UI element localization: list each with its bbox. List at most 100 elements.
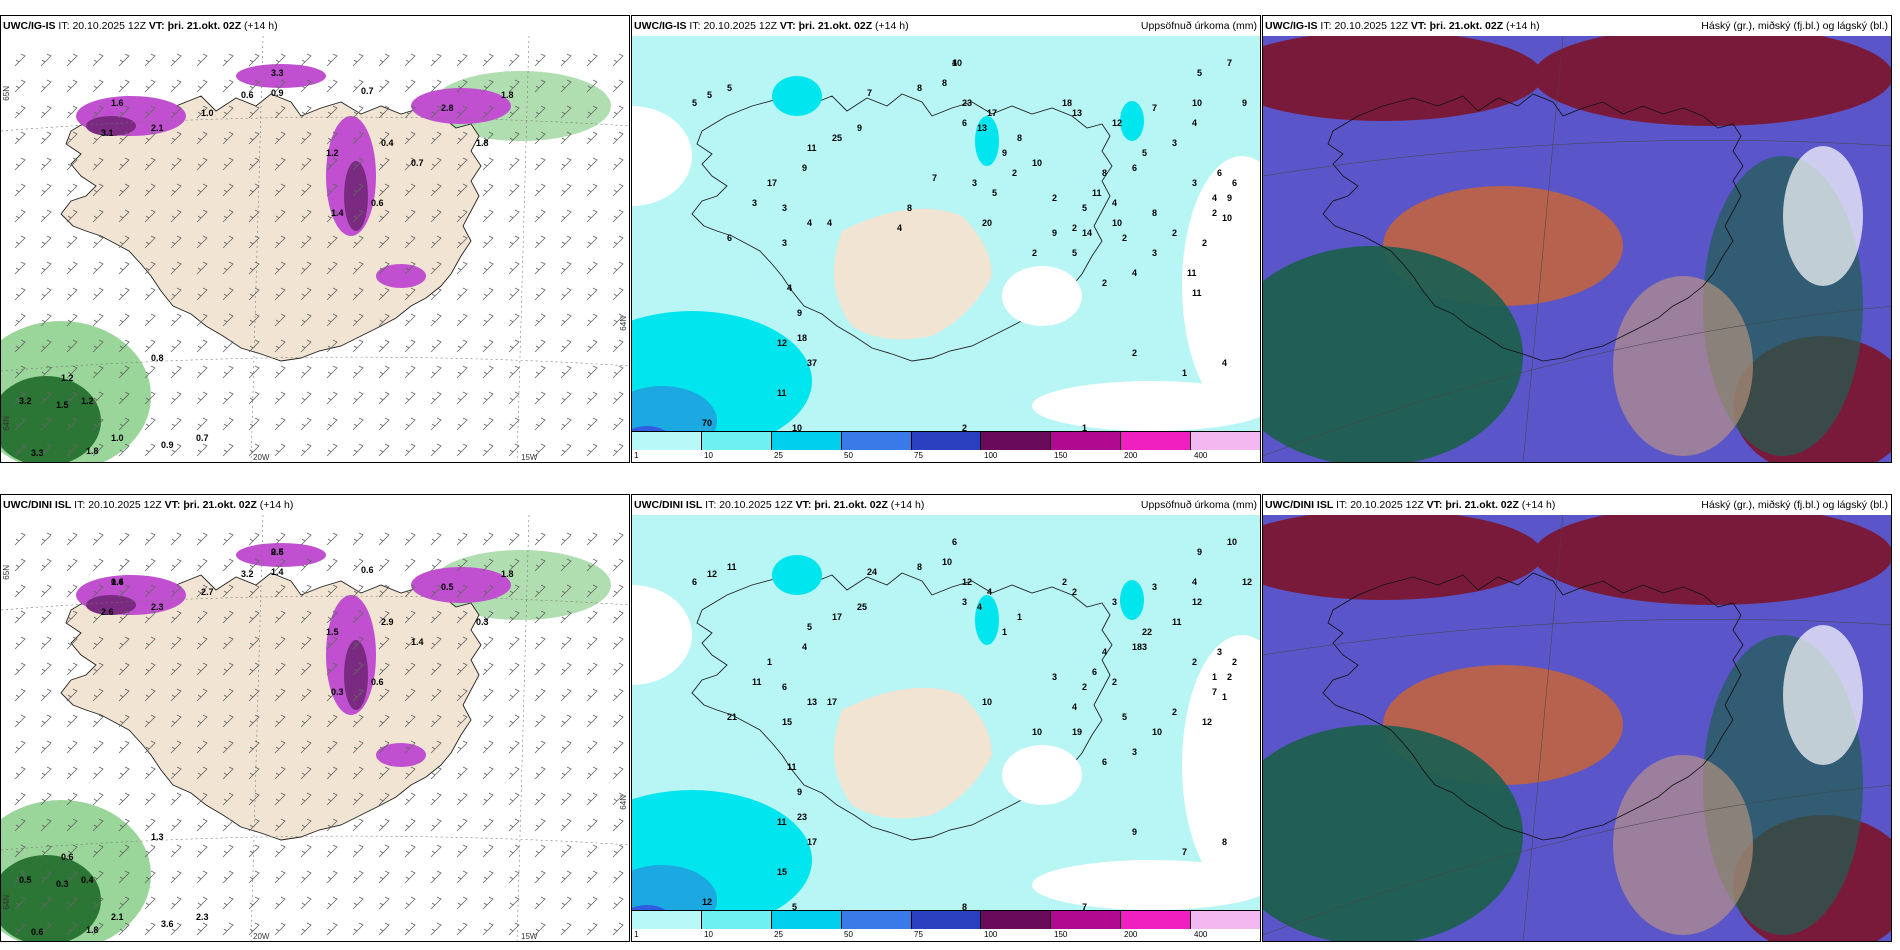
value-label: 8 xyxy=(1222,837,1227,847)
colorbar-swatch xyxy=(1051,432,1122,450)
value-label: 4 xyxy=(1222,358,1227,368)
value-label: 2 xyxy=(1102,278,1107,288)
iceland-coastline xyxy=(60,93,482,362)
value-label: 9 xyxy=(1227,193,1232,203)
dry-area xyxy=(1182,156,1260,416)
value-label: 11 xyxy=(752,677,762,687)
value-label: 12 xyxy=(1202,717,1212,727)
value-label: 4 xyxy=(987,587,992,597)
map-area: 1055588792511917334463491218371170871021… xyxy=(632,36,1260,462)
value-label: 7 xyxy=(932,173,937,183)
value-label: 4 xyxy=(1192,118,1197,128)
value-label: 20 xyxy=(982,218,992,228)
value-label: 0.6 xyxy=(31,927,44,937)
colorbar-swatch xyxy=(701,911,772,929)
graticule xyxy=(1,36,629,462)
colorbar-swatch xyxy=(911,432,982,450)
iceland-coastline xyxy=(60,572,482,841)
value-label: 2 xyxy=(1072,223,1077,233)
iceland-coastline xyxy=(1322,572,1744,841)
value-label: 2.3 xyxy=(151,602,164,612)
value-label: 17 xyxy=(827,697,837,707)
value-label: 10 xyxy=(1227,537,1237,547)
colorbar-tick-label: 200 xyxy=(1124,451,1138,460)
value-label: 0.6 xyxy=(371,198,384,208)
value-label: 6 xyxy=(952,537,957,547)
colorbar-tick-label: 50 xyxy=(844,930,853,939)
lead-time: (+14 h) xyxy=(244,20,278,32)
value-label: 3 xyxy=(782,238,787,248)
value-label: 3 xyxy=(1132,747,1137,757)
value-label: 9 xyxy=(1242,98,1247,108)
value-label: 9 xyxy=(857,123,862,133)
value-label: 0.9 xyxy=(271,88,284,98)
value-label: 6 xyxy=(1232,178,1237,188)
value-label: 10 xyxy=(1152,727,1162,737)
value-label: 8 xyxy=(1017,133,1022,143)
value-label: 183 xyxy=(1132,642,1147,652)
value-label: 11 xyxy=(1172,617,1182,627)
value-label: 1.5 xyxy=(326,627,339,637)
value-label: 4 xyxy=(897,223,902,233)
axis-label-64n-right: 64N xyxy=(619,795,628,810)
value-label: 13 xyxy=(1072,108,1082,118)
rain-area xyxy=(431,550,611,620)
value-label: 8 xyxy=(907,203,912,213)
value-label: 3 xyxy=(782,203,787,213)
axis-label-20w: 20W xyxy=(253,453,270,462)
value-label: 10 xyxy=(1192,98,1202,108)
value-label: 4 xyxy=(1132,268,1137,278)
value-label: 5 xyxy=(807,622,812,632)
value-label: 5 xyxy=(707,90,712,100)
mixed-cloud-area xyxy=(1613,755,1753,935)
snow-heavy-area xyxy=(344,161,368,231)
it-value: 20.10.2025 12Z xyxy=(72,20,146,32)
value-label: 0.6 xyxy=(361,565,374,575)
axis-label-64n: 64N xyxy=(2,416,11,431)
value-label: 18 xyxy=(797,333,807,343)
value-label: 3 xyxy=(1052,672,1057,682)
value-label: 0.3 xyxy=(331,687,344,697)
value-label: 1.8 xyxy=(86,446,99,456)
value-label: 2.7 xyxy=(201,587,214,597)
value-label: 7 xyxy=(1212,687,1217,697)
precip-moderate-area xyxy=(975,116,999,166)
model-name: UWC/IG-IS xyxy=(1265,20,1318,32)
value-label: 3.2 xyxy=(241,569,254,579)
clear-sky-area xyxy=(1783,146,1863,286)
model-name: UWC/DINI ISL xyxy=(3,499,72,511)
value-label: 3 xyxy=(752,198,757,208)
axis-label-65n: 65N xyxy=(2,565,11,580)
rain-heavy-area xyxy=(1,376,101,462)
value-label: 2 xyxy=(1172,228,1177,238)
value-label: 22 xyxy=(1142,627,1152,637)
colorbar-swatch xyxy=(1121,911,1192,929)
colorbar-tick-label: 400 xyxy=(1194,930,1208,939)
value-label: 8 xyxy=(1102,168,1107,178)
value-label: 1.4 xyxy=(331,208,344,218)
value-label: 15 xyxy=(782,717,792,727)
value-label: 2.8 xyxy=(441,103,454,113)
wind-barbs xyxy=(14,53,624,457)
value-label: 17 xyxy=(807,837,817,847)
value-label: 11 xyxy=(1187,268,1197,278)
colorbar-swatch xyxy=(701,432,772,450)
panel-ig-clouds: UWC/IG-IS IT: 20.10.2025 12Z VT: þri. 21… xyxy=(1262,15,1892,463)
graticule xyxy=(1263,515,1891,941)
value-label: 23 xyxy=(797,812,807,822)
value-label: 4 xyxy=(787,283,792,293)
value-label: 2.1 xyxy=(111,912,124,922)
value-label: 9 xyxy=(1132,827,1137,837)
colorbar-tick-label: 50 xyxy=(844,451,853,460)
value-label: 6 xyxy=(1102,757,1107,767)
value-label: 70 xyxy=(702,418,712,428)
value-label: 8 xyxy=(1152,208,1157,218)
value-label: 1.2 xyxy=(61,373,74,383)
value-label: 8 xyxy=(942,78,947,88)
value-label: 2 xyxy=(1232,657,1237,667)
model-name: UWC/DINI ISL xyxy=(1265,499,1334,511)
lead-time: (+14 h) xyxy=(1506,20,1540,32)
snow-heavy-area xyxy=(344,640,368,710)
value-label: 7 xyxy=(1227,58,1232,68)
value-label: 8 xyxy=(962,902,967,912)
